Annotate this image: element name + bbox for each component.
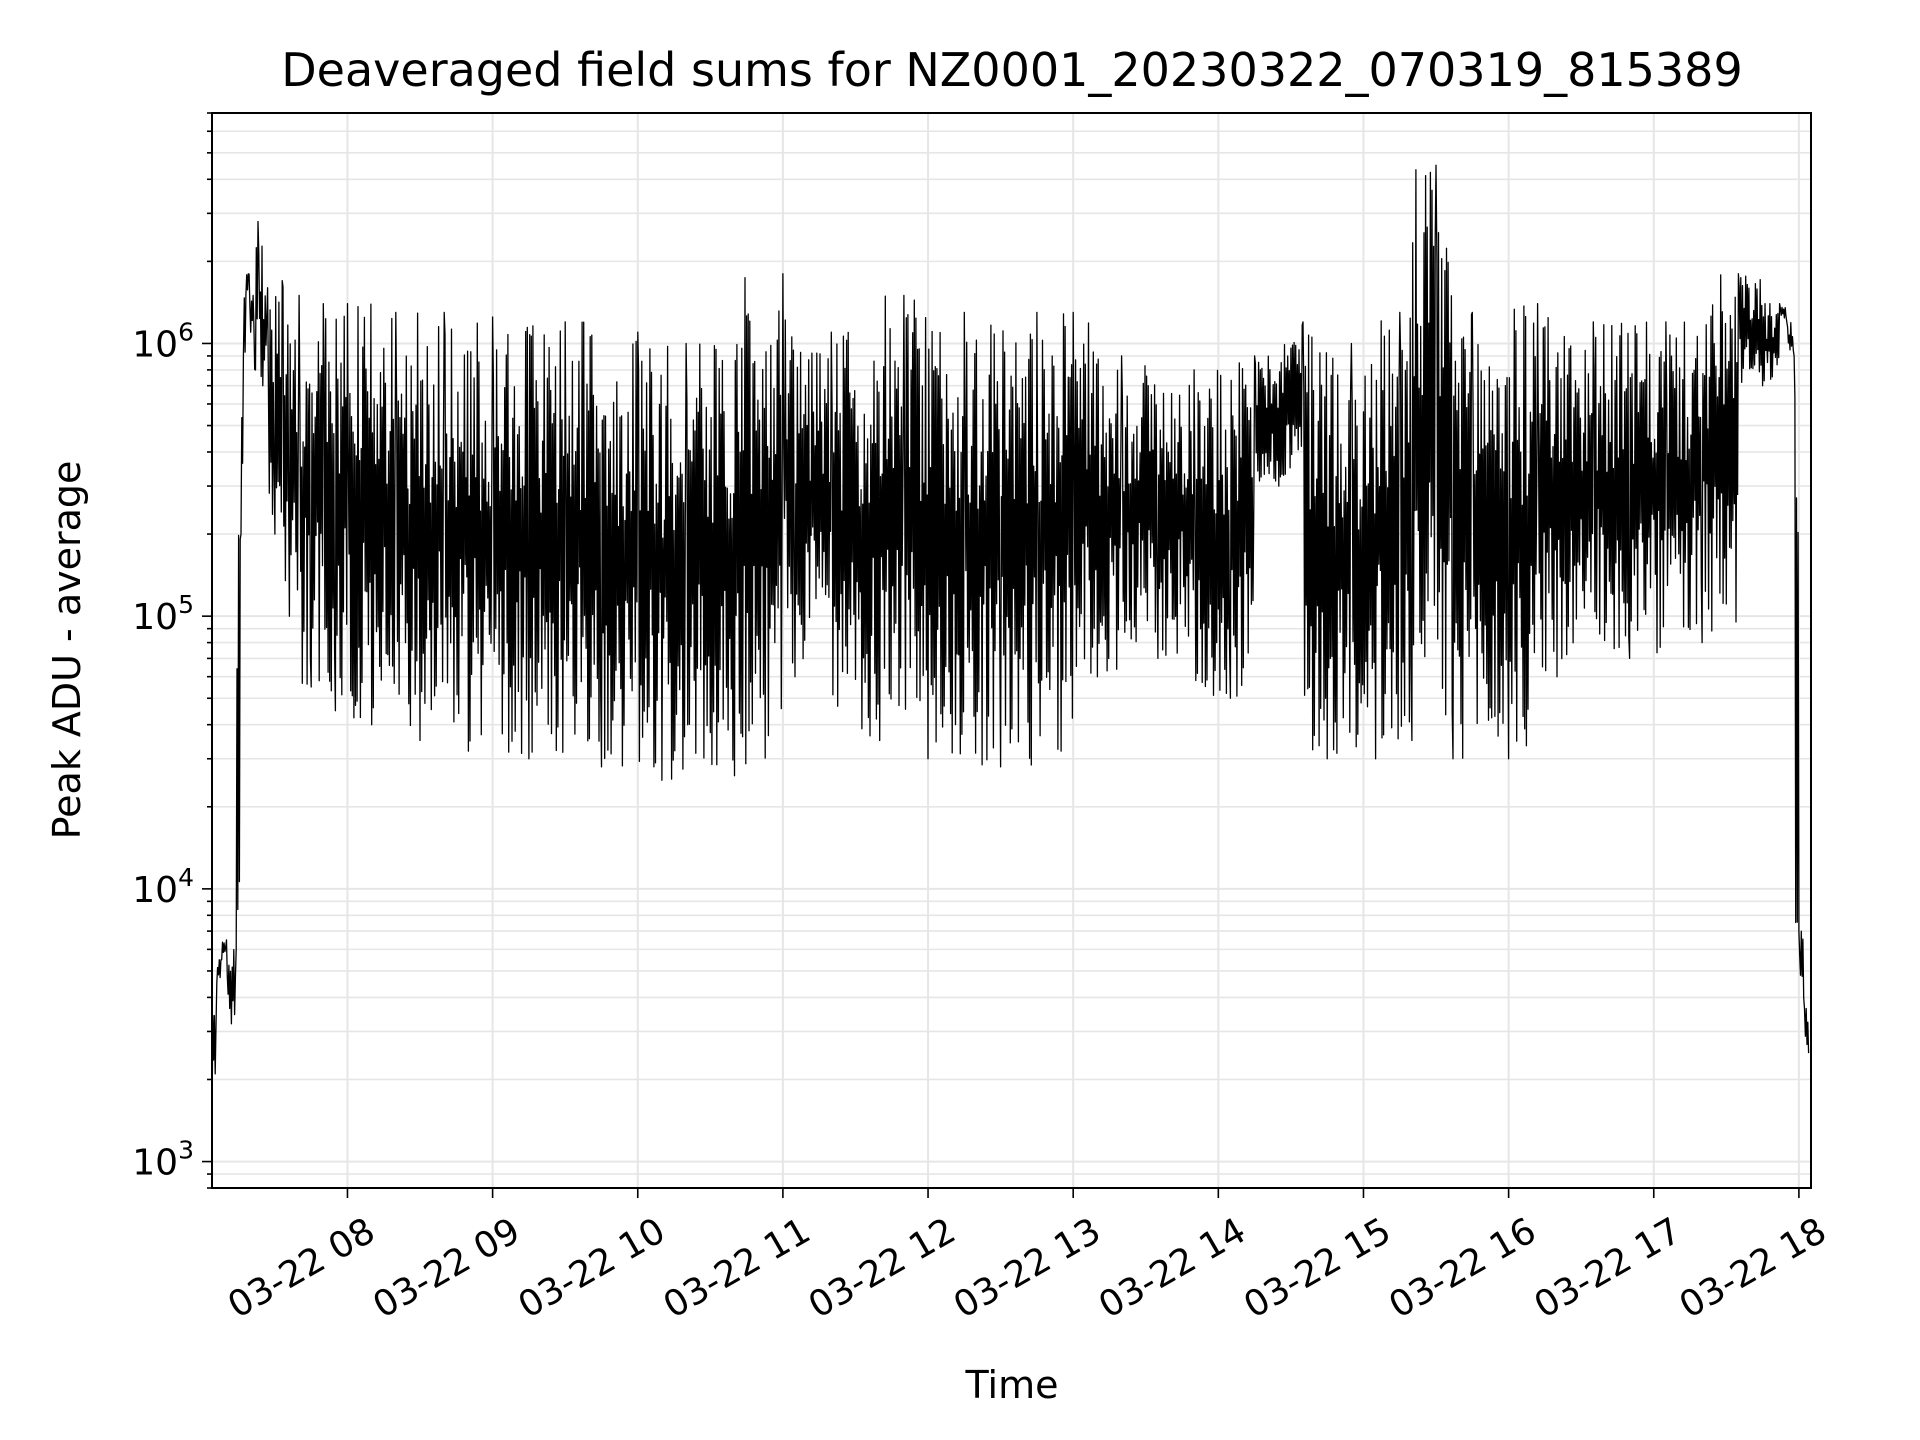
- y-axis-label: Peak ADU - average: [45, 461, 89, 840]
- y-tick-label: 106: [132, 317, 194, 365]
- series-line: [211, 164, 1810, 1122]
- y-tick-label: 103: [132, 1136, 194, 1184]
- y-tick-label: 104: [132, 863, 194, 911]
- chart-title: Deaveraged field sums for NZ0001_2023032…: [281, 43, 1742, 97]
- x-axis-label: Time: [965, 1363, 1059, 1407]
- plot-frame: [211, 112, 1812, 1189]
- y-tick-label: 105: [132, 590, 194, 638]
- y-axis: 103 104 105 106: [132, 112, 212, 1189]
- series-layer: [211, 164, 1810, 1122]
